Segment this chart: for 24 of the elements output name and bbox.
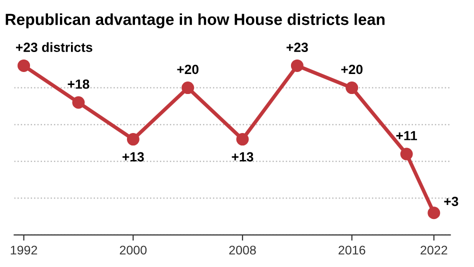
point [290, 59, 304, 72]
data-label: +23 districts [16, 42, 92, 52]
point [72, 96, 85, 109]
data-label: +13 [122, 152, 144, 162]
data-label: +13 [232, 152, 254, 162]
x-tick-label: 1992 [10, 246, 38, 255]
x-tick-label: 2016 [338, 246, 366, 255]
point [428, 206, 440, 220]
data-label: +3 [444, 196, 458, 206]
point [400, 148, 413, 160]
x-tick-label: 2022 [420, 246, 448, 255]
point [346, 82, 358, 94]
point [236, 133, 249, 146]
point [126, 133, 140, 146]
point [18, 59, 30, 72]
x-tick-label: 2008 [229, 246, 256, 255]
point [182, 82, 194, 94]
data-label: +20 [177, 64, 198, 74]
data-label: +18 [68, 79, 90, 89]
chart-title: Republican advantage in how House districts lean [6, 13, 385, 28]
data-label: +20 [341, 64, 363, 74]
data-label: +23 [286, 42, 308, 52]
data-label: +11 [396, 131, 418, 140]
x-tick-label: 2000 [120, 246, 147, 255]
